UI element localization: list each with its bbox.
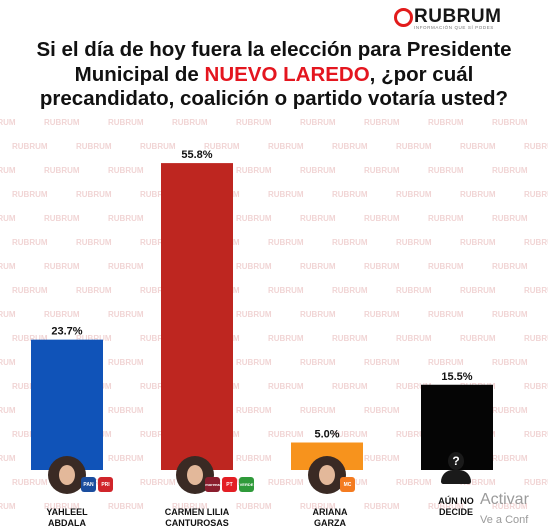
logo-tagline: INFORMACIÓN QUE SÍ PODES bbox=[414, 25, 494, 30]
logo-ring-icon bbox=[394, 8, 413, 27]
title-line-2: Municipal de NUEVO LAREDO, ¿por cuál bbox=[0, 63, 548, 88]
pan-logo-icon: PAN bbox=[81, 477, 96, 492]
candidate-photo-1 bbox=[48, 456, 86, 494]
activation-watermark: Activar bbox=[480, 491, 529, 508]
pt-logo-icon: PT bbox=[222, 477, 237, 492]
logo-name: RUBRUM bbox=[414, 6, 502, 27]
mc-logo-icon: MC bbox=[340, 477, 355, 492]
question-title: Si el día de hoy fuera la elección para … bbox=[0, 38, 548, 112]
candidate-label-2: CARMEN LILIA CANTUROSAS bbox=[164, 507, 230, 528]
party-logos-1: PAN PRI bbox=[81, 477, 113, 492]
candidate-label-1: YAHLEEL ABDALA bbox=[46, 507, 88, 528]
candidate-photo-3 bbox=[308, 456, 346, 494]
bar-value-label-3: 5.0% bbox=[314, 429, 339, 441]
candidate-label-4: AÚN NO DECIDE bbox=[438, 496, 474, 517]
party-logos-3: MC bbox=[340, 477, 355, 492]
candidate-label-3: ARIANA GARZA bbox=[312, 507, 348, 528]
title-line-3: precandidato, coalición o partido votarí… bbox=[39, 87, 509, 110]
undecided-person-icon: ? bbox=[441, 452, 471, 484]
title-line-2-pre: Municipal de bbox=[74, 62, 205, 86]
pri-logo-icon: PRI bbox=[98, 477, 113, 492]
bar-2 bbox=[161, 163, 233, 470]
bar-1 bbox=[31, 339, 103, 470]
question-mark-icon: ? bbox=[448, 452, 464, 470]
bar-value-label-2: 55.8% bbox=[181, 149, 212, 161]
rubrum-logo: RUBRUM INFORMACIÓN QUE SÍ PODES bbox=[394, 6, 544, 32]
verde-logo-icon: VERDE bbox=[239, 477, 254, 492]
bar-value-label-1: 23.7% bbox=[51, 326, 82, 338]
activation-watermark-sub: Ve a Conf bbox=[480, 514, 529, 526]
party-logos-2: morena PT VERDE bbox=[205, 477, 254, 492]
title-line-1: Si el día de hoy fuera la elección para … bbox=[36, 38, 512, 61]
title-line-2-post: , ¿por cuál bbox=[369, 62, 474, 86]
bar-value-label-4: 15.5% bbox=[441, 371, 472, 383]
title-city-highlight: NUEVO LAREDO bbox=[204, 62, 370, 86]
morena-logo-icon: morena bbox=[205, 477, 220, 492]
